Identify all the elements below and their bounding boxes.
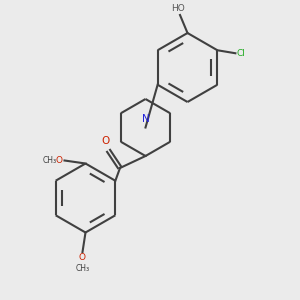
Text: O: O (56, 156, 63, 165)
Text: CH₃: CH₃ (75, 264, 90, 273)
Text: N: N (142, 114, 149, 124)
Text: O: O (101, 136, 109, 146)
Text: HO: HO (172, 4, 185, 13)
Text: CH₃: CH₃ (42, 156, 57, 165)
Text: Cl: Cl (237, 49, 246, 58)
Text: O: O (79, 254, 86, 262)
